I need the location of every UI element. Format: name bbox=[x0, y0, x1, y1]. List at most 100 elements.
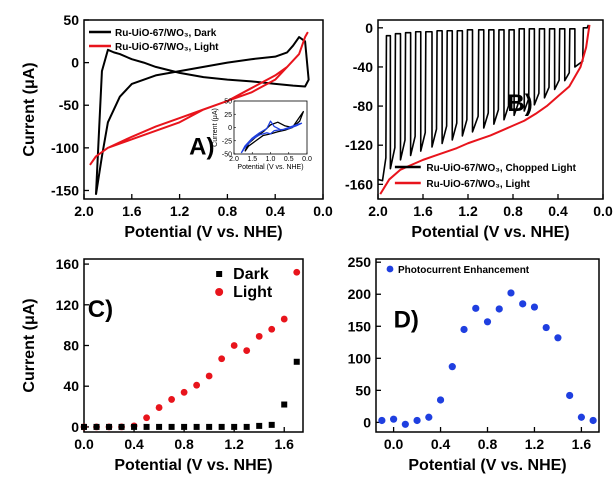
x-tick-label: 0.0 bbox=[74, 436, 94, 452]
data-point bbox=[566, 391, 574, 400]
y-tick-label: 0 bbox=[71, 55, 79, 71]
y-tick-label: 50 bbox=[63, 12, 79, 28]
data-point-dark bbox=[206, 423, 213, 430]
data-point bbox=[390, 415, 398, 423]
data-point bbox=[472, 304, 480, 312]
y-tick-label: 80 bbox=[63, 338, 79, 354]
y-tick-label: -150 bbox=[51, 182, 79, 198]
y-tick-label: -80 bbox=[353, 98, 373, 114]
inset-y-tick-label: -50 bbox=[222, 152, 232, 159]
panel-a: 2.0 1.6 1.2 0.8 0.4 0.0 50 0 -50 -100 -150 Potentia… bbox=[21, 12, 333, 241]
y-tick-label: 200 bbox=[348, 286, 372, 302]
legend-label: Ru-UiO-67/WO₃, Chopped Light bbox=[426, 163, 576, 174]
data-point-light bbox=[293, 268, 301, 276]
x-axis-label: Potential (V vs. NHE) bbox=[408, 457, 566, 474]
panel-d: 0.0 0.4 0.8 1.2 1.6 0 50 100 150 200 250 Potential … bbox=[348, 254, 600, 474]
x-tick-label: 0.8 bbox=[503, 203, 523, 219]
data-point bbox=[589, 416, 597, 425]
data-point bbox=[495, 305, 503, 313]
y-tick-label: 100 bbox=[348, 350, 372, 366]
x-tick-label: 0.4 bbox=[548, 203, 568, 219]
series-line bbox=[94, 36, 310, 195]
y-tick-label: 0 bbox=[363, 414, 371, 430]
data-point bbox=[554, 334, 562, 342]
x-tick-label: 1.6 bbox=[413, 203, 433, 219]
data-point-dark bbox=[118, 423, 125, 430]
data-point-dark bbox=[81, 423, 87, 430]
panel-label: D) bbox=[394, 307, 419, 334]
data-point bbox=[436, 396, 445, 404]
x-tick-label: 2.0 bbox=[368, 203, 388, 219]
inset-y-tick-label: 50 bbox=[224, 99, 232, 106]
data-point-light bbox=[230, 342, 238, 349]
legend-label: Ru-UiO-67/WO₃, Dark bbox=[115, 28, 217, 39]
data-point bbox=[460, 325, 468, 334]
data-point bbox=[401, 420, 409, 428]
x-tick-label: 0.4 bbox=[124, 436, 144, 452]
y-tick-label: 0 bbox=[365, 20, 373, 36]
x-tick-label: 1.6 bbox=[274, 436, 294, 452]
x-tick-label: 1.2 bbox=[224, 436, 244, 452]
x-tick-label: 1.2 bbox=[525, 436, 545, 452]
plot-frame bbox=[83, 19, 324, 200]
legend-label-dark: Dark bbox=[233, 266, 269, 283]
y-tick-label: 0 bbox=[71, 419, 79, 435]
data-point bbox=[413, 416, 421, 425]
inset-x-tick-label: 1.0 bbox=[266, 156, 276, 163]
data-point-dark bbox=[293, 358, 300, 365]
plot-frame bbox=[377, 19, 604, 200]
data-point-light bbox=[255, 332, 263, 340]
panel-label: B) bbox=[507, 90, 532, 117]
data-point-dark bbox=[193, 423, 200, 430]
inset-x-tick-label: 2.0 bbox=[229, 156, 239, 163]
y-tick-label: 250 bbox=[348, 254, 372, 270]
inset-y-tick-label: 0 bbox=[228, 125, 232, 132]
data-point-dark bbox=[93, 423, 100, 430]
legend-marker-light bbox=[215, 288, 224, 296]
legend-label: Photocurrent Enhancement bbox=[398, 265, 530, 276]
data-point-light bbox=[205, 372, 213, 380]
inset-x-tick-label: 0.5 bbox=[284, 156, 294, 163]
inset-x-label: Potential (V vs. NHE) bbox=[237, 164, 303, 171]
inset-y-label: Current (μA) bbox=[212, 108, 219, 147]
legend-label: Ru-UiO-67/WO₃, Light bbox=[115, 42, 219, 53]
x-tick-label: 1.6 bbox=[122, 203, 142, 219]
inset: 2.0 1.5 1.0 0.5 0.0 50 25 0 -25 -50 Potential (V v… bbox=[212, 99, 312, 172]
data-point bbox=[530, 303, 539, 311]
data-point-light bbox=[180, 388, 188, 396]
inset-series-line bbox=[240, 120, 303, 154]
x-tick-label: 0.8 bbox=[478, 436, 498, 452]
inset-x-tick-label: 0.0 bbox=[302, 156, 312, 163]
data-point-dark bbox=[168, 423, 175, 430]
data-point-light bbox=[155, 404, 163, 411]
x-tick-label: 0.4 bbox=[431, 436, 451, 452]
x-axis-label: Potential (V vs. NHE) bbox=[411, 224, 569, 241]
data-point bbox=[577, 413, 585, 421]
y-tick-label: 160 bbox=[56, 256, 80, 272]
data-point-light bbox=[280, 315, 288, 323]
x-tick-label: 2.0 bbox=[74, 203, 94, 219]
x-tick-label: 0.8 bbox=[174, 436, 194, 452]
y-tick-label: 50 bbox=[355, 382, 371, 398]
data-point-dark bbox=[256, 422, 263, 429]
y-tick-label: -160 bbox=[345, 176, 373, 192]
data-point-dark bbox=[143, 423, 150, 430]
inset-y-tick-label: 25 bbox=[224, 112, 232, 119]
data-point-light bbox=[243, 347, 251, 354]
legend-marker bbox=[386, 265, 394, 273]
series-line bbox=[377, 24, 590, 182]
x-tick-label: 1.2 bbox=[458, 203, 478, 219]
y-tick-label: -40 bbox=[353, 59, 373, 75]
data-point bbox=[483, 318, 492, 326]
y-tick-label: -100 bbox=[51, 140, 79, 156]
data-point bbox=[378, 416, 386, 425]
data-point-dark bbox=[106, 423, 113, 430]
inset-frame bbox=[233, 100, 308, 155]
data-point-light bbox=[193, 381, 201, 389]
data-point-dark bbox=[281, 401, 288, 408]
y-tick-label: 150 bbox=[348, 318, 372, 334]
x-axis-label: Potential (V vs. NHE) bbox=[124, 224, 282, 241]
x-tick-label: 0.8 bbox=[218, 203, 238, 219]
data-point-light bbox=[168, 396, 176, 403]
inset-x-tick-label: 1.5 bbox=[247, 156, 257, 163]
